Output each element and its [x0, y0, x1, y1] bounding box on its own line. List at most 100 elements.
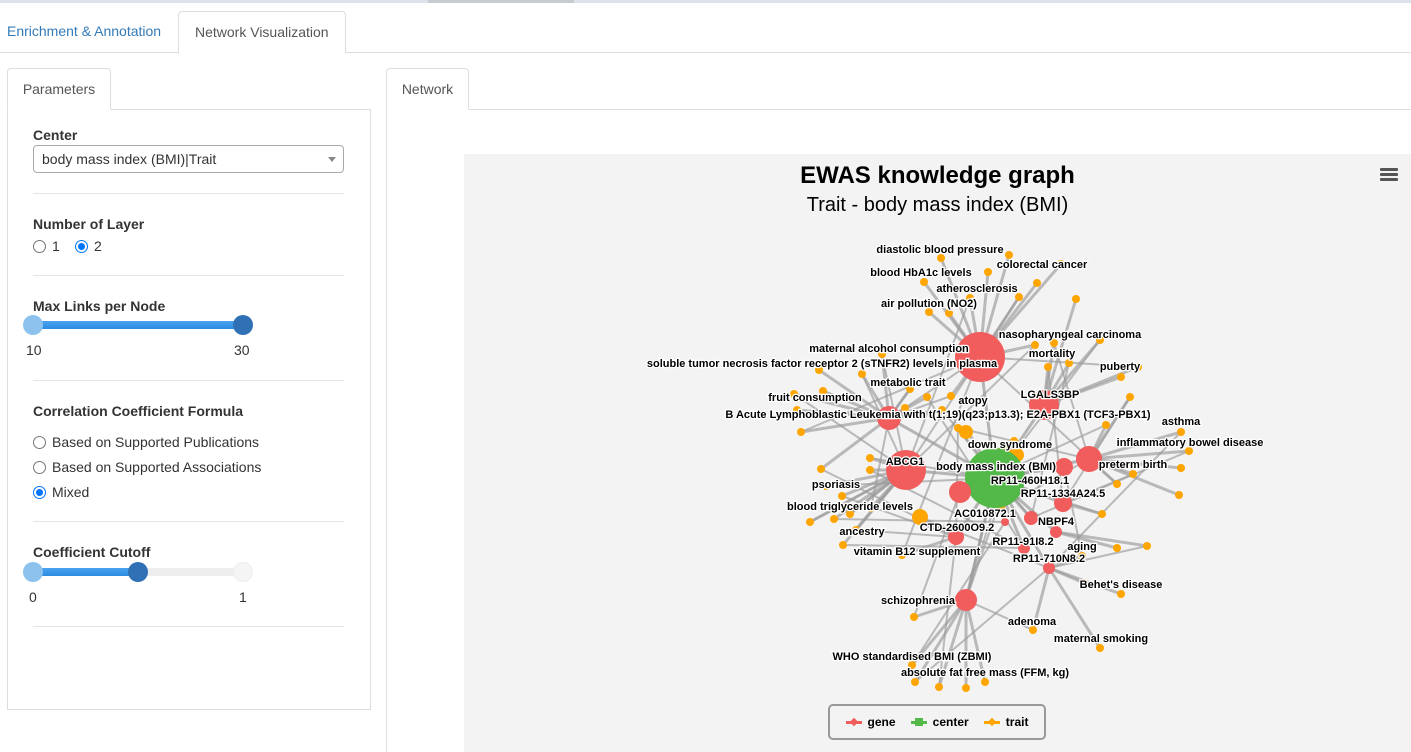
gene-node[interactable] [949, 481, 971, 503]
trait-node[interactable] [1010, 437, 1018, 445]
trait-node[interactable] [866, 466, 874, 474]
trait-node[interactable] [846, 510, 854, 518]
trait-node[interactable] [906, 385, 914, 393]
trait-node[interactable] [852, 526, 860, 534]
trait-node[interactable] [1098, 510, 1106, 518]
trait-node[interactable] [901, 404, 909, 412]
trait-node[interactable] [898, 551, 906, 559]
tab-enrichment-annotation[interactable]: Enrichment & Annotation [7, 23, 162, 39]
trait-node[interactable] [981, 678, 989, 686]
trait-node[interactable] [1129, 470, 1137, 478]
cutoff-handle[interactable] [128, 562, 148, 582]
trait-node[interactable] [962, 684, 970, 692]
trait-node[interactable] [935, 683, 943, 691]
trait-node[interactable] [910, 613, 918, 621]
gene-node[interactable] [886, 450, 926, 490]
trait-node[interactable] [1143, 542, 1151, 550]
trait-node[interactable] [1126, 393, 1134, 401]
gene-node[interactable] [1001, 518, 1009, 526]
gene-node[interactable] [1029, 390, 1059, 420]
trait-node[interactable] [793, 406, 801, 414]
hamburger-menu-icon[interactable] [1380, 168, 1398, 182]
trait-node[interactable] [925, 308, 933, 316]
trait-node[interactable] [815, 366, 823, 374]
trait-node[interactable] [830, 515, 838, 523]
cutoff-low-handle[interactable] [23, 562, 43, 582]
tab-network[interactable]: Network [386, 68, 469, 110]
trait-node[interactable] [1080, 579, 1088, 587]
trait-node[interactable] [938, 406, 946, 414]
trait-node[interactable] [1096, 336, 1104, 344]
legend-trait[interactable]: trait [983, 715, 1028, 729]
trait-node[interactable] [1065, 359, 1073, 367]
trait-node[interactable] [1029, 626, 1037, 634]
trait-node[interactable] [908, 661, 916, 669]
gene-node[interactable] [1024, 511, 1038, 525]
trait-node[interactable] [1117, 373, 1125, 381]
trait-node[interactable] [1057, 260, 1065, 268]
tab-parameters[interactable]: Parameters [7, 68, 111, 110]
trait-node[interactable] [1050, 339, 1058, 347]
trait-node[interactable] [937, 254, 945, 262]
gene-node[interactable] [1054, 494, 1072, 512]
trait-node[interactable] [911, 678, 919, 686]
max-links-low-handle[interactable] [23, 315, 43, 335]
trait-node[interactable] [1005, 251, 1013, 259]
trait-node[interactable] [806, 518, 814, 526]
trait-node[interactable] [945, 309, 953, 317]
network-graph[interactable]: diastolic blood pressure blood HbA1c leve… [464, 154, 1411, 752]
gene-node[interactable] [1076, 446, 1102, 472]
formula-radio-mixed[interactable]: Mixed [33, 484, 89, 500]
trait-node[interactable] [966, 294, 974, 302]
formula-radio-associations[interactable]: Based on Supported Associations [33, 459, 261, 475]
trait-node[interactable] [839, 541, 847, 549]
trait-node[interactable] [1134, 363, 1142, 371]
trait-node[interactable] [1031, 341, 1039, 349]
trait-node[interactable] [1033, 279, 1041, 287]
trait-node[interactable] [923, 393, 931, 401]
trait-node[interactable] [912, 509, 928, 525]
trait-node[interactable] [822, 482, 830, 490]
center-node[interactable] [965, 448, 1025, 508]
trait-node[interactable] [1117, 590, 1125, 598]
gene-node[interactable] [955, 332, 1005, 382]
trait-node[interactable] [819, 387, 827, 395]
trait-node[interactable] [1044, 363, 1052, 371]
network-chart[interactable]: EWAS knowledge graph Trait - body mass i… [464, 154, 1411, 752]
trait-node[interactable] [858, 370, 866, 378]
legend-center[interactable]: center [910, 715, 969, 729]
trait-node[interactable] [1102, 421, 1110, 429]
tab-network-visualization[interactable]: Network Visualization [178, 11, 346, 54]
trait-node[interactable] [838, 492, 846, 500]
trait-node[interactable] [878, 350, 886, 358]
gene-node[interactable] [877, 406, 901, 430]
formula-radio-publications[interactable]: Based on Supported Publications [33, 434, 259, 450]
trait-node[interactable] [984, 268, 992, 276]
trait-node[interactable] [1177, 428, 1185, 436]
max-links-high-handle[interactable] [233, 315, 253, 335]
trait-node[interactable] [1113, 544, 1121, 552]
gene-node[interactable] [955, 589, 977, 611]
gene-node[interactable] [1050, 526, 1062, 538]
trait-node[interactable] [1096, 644, 1104, 652]
layer-radio-1[interactable]: 1 [33, 238, 60, 254]
legend-gene[interactable]: gene [845, 715, 896, 729]
trait-node[interactable] [959, 425, 973, 439]
gene-node[interactable] [1043, 562, 1055, 574]
gene-node[interactable] [948, 529, 964, 545]
trait-node[interactable] [797, 428, 805, 436]
trait-node[interactable] [1015, 293, 1023, 301]
trait-node[interactable] [920, 278, 928, 286]
trait-node[interactable] [1177, 464, 1185, 472]
trait-node[interactable] [817, 465, 825, 473]
gene-node[interactable] [1055, 458, 1073, 476]
trait-node[interactable] [790, 390, 798, 398]
trait-node[interactable] [1185, 447, 1193, 455]
trait-node[interactable] [1113, 480, 1121, 488]
center-select[interactable]: body mass index (BMI)|Trait [33, 145, 344, 173]
trait-node[interactable] [867, 504, 875, 512]
trait-node[interactable] [1078, 552, 1086, 560]
trait-node[interactable] [947, 392, 955, 400]
trait-node[interactable] [866, 454, 874, 462]
trait-node[interactable] [1072, 295, 1080, 303]
